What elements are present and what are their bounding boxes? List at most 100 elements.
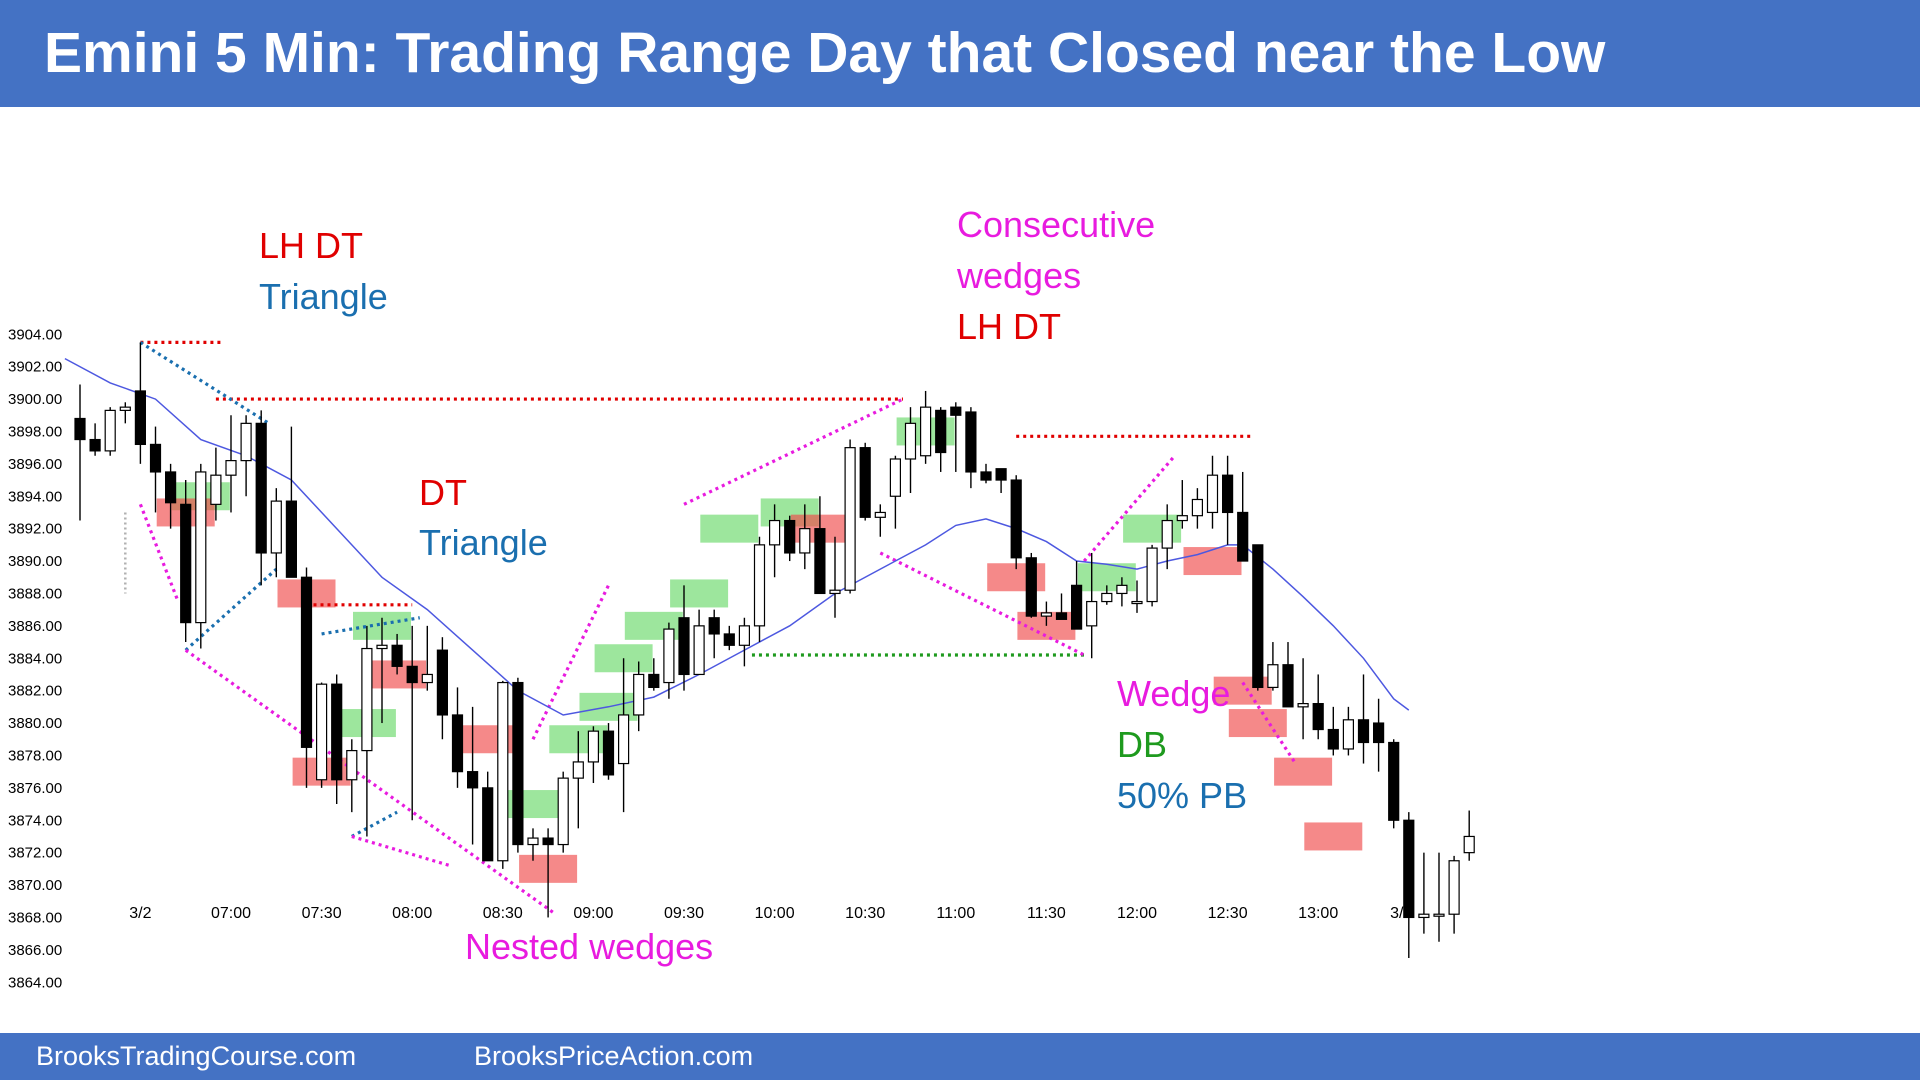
bear-candle-body [1312,703,1324,731]
dotted-magenta-line [1241,681,1297,765]
bull-candle-body [633,673,645,716]
candle [784,515,796,562]
annotation-text: Triangle [259,276,388,317]
y-axis: 3904.00 3902.00 3900.00 3898.00 3896.00 3894.… [8,326,62,991]
bear-candle-body [406,665,418,684]
candle [1463,810,1475,861]
dotted-magenta-line [138,503,180,603]
annotation-text: Consecutive [957,204,1155,245]
candle [240,415,252,497]
candle [195,463,207,649]
bull-candle-body [1040,612,1053,617]
candle [1282,642,1294,708]
y-tick-label: 3890.00 [8,553,62,570]
candle [104,407,116,456]
candle [844,439,856,594]
candle [1448,855,1460,934]
bear-candle-body [1282,664,1294,708]
bull-candle-body [1418,913,1430,919]
bull-candle-body [1433,913,1445,917]
bear-candle-body [391,644,403,667]
y-tick-label: 3864.00 [8,974,62,991]
bull-candle-body [361,647,373,752]
candle [285,426,297,578]
candle [995,468,1007,494]
y-tick-label: 3880.00 [8,715,62,732]
bull-signal-box [700,514,759,543]
y-tick-label: 3866.00 [8,942,62,959]
y-tick-label: 3884.00 [8,650,62,667]
bear-candle-body [134,390,146,446]
bear-candle-body [1237,511,1249,562]
bear-candle-body [482,787,494,862]
candle [708,609,720,659]
candle [678,585,690,691]
candle [270,488,282,578]
candle [1297,658,1309,740]
candle [1327,706,1339,756]
candle [1388,739,1400,829]
annotation-text: wedges [956,255,1081,296]
candle [210,447,222,521]
bear-candle-body [980,471,992,481]
candle [919,390,932,464]
bull-candle-body [497,681,509,862]
candle [617,658,630,813]
candle [799,504,811,570]
candle [89,423,101,456]
dotted-blue-line [139,340,270,425]
x-tick-label: 11:30 [1027,905,1066,922]
bull-candle-body [1267,664,1279,689]
candle [602,723,615,780]
bear-candle-body [512,681,524,846]
y-tick-label: 3900.00 [8,391,62,408]
y-tick-label: 3892.00 [8,521,62,538]
bear-signal-box [1228,709,1287,738]
candle [180,480,192,643]
candle [406,625,418,821]
bull-candle-body [225,460,237,476]
bull-candle-body [240,422,252,462]
bull-candle-body [1191,498,1204,517]
candle [1206,455,1219,529]
candle [1146,544,1158,607]
bear-candle-body [1403,819,1415,919]
candlestick-chart: 3904.00 3902.00 3900.00 3898.00 3896.00 3894.… [8,204,1475,991]
annotation-text: DT [419,472,467,513]
page-title: Emini 5 Min: Trading Range Day that Clos… [44,21,1606,85]
bear-candle-body [1070,584,1083,630]
candle [255,410,267,586]
y-tick-label: 3888.00 [8,585,62,602]
candle [376,617,388,724]
dotted-blue-line [321,616,421,636]
bear-candle-body [935,409,947,454]
bull-candle-body [753,544,766,627]
candle [497,680,509,869]
bear-signal-box [1304,822,1363,851]
bear-candle-body [723,633,735,646]
y-tick-label: 3872.00 [8,845,62,862]
bear-candle-body [784,519,796,554]
y-tick-label: 3896.00 [8,456,62,473]
bear-candle-body [467,771,479,789]
bull-candle-body [919,406,932,457]
candle [1221,455,1234,545]
candle [542,828,554,918]
x-axis: 3/2 07:00 07:30 08:00 08:30 09:00 09:30 10:00 10… [129,905,1412,922]
candle [1116,577,1128,607]
bull-candle-body [663,628,675,684]
dotted-magenta-line [531,584,610,740]
y-tick-label: 3898.00 [8,423,62,440]
annotation-text: Wedge [1117,673,1230,714]
bull-signal-box [670,579,729,608]
bull-candle-body [844,447,856,591]
bull-candle-body [1342,719,1355,750]
candle [557,771,569,853]
candle [950,402,962,472]
x-tick-label: 09:00 [573,905,613,922]
x-tick-label: 08:30 [483,905,523,922]
bear-candle-body [285,500,297,578]
bear-candle-body [1010,479,1022,559]
bear-candle-body [814,528,826,595]
candle [1267,642,1279,691]
